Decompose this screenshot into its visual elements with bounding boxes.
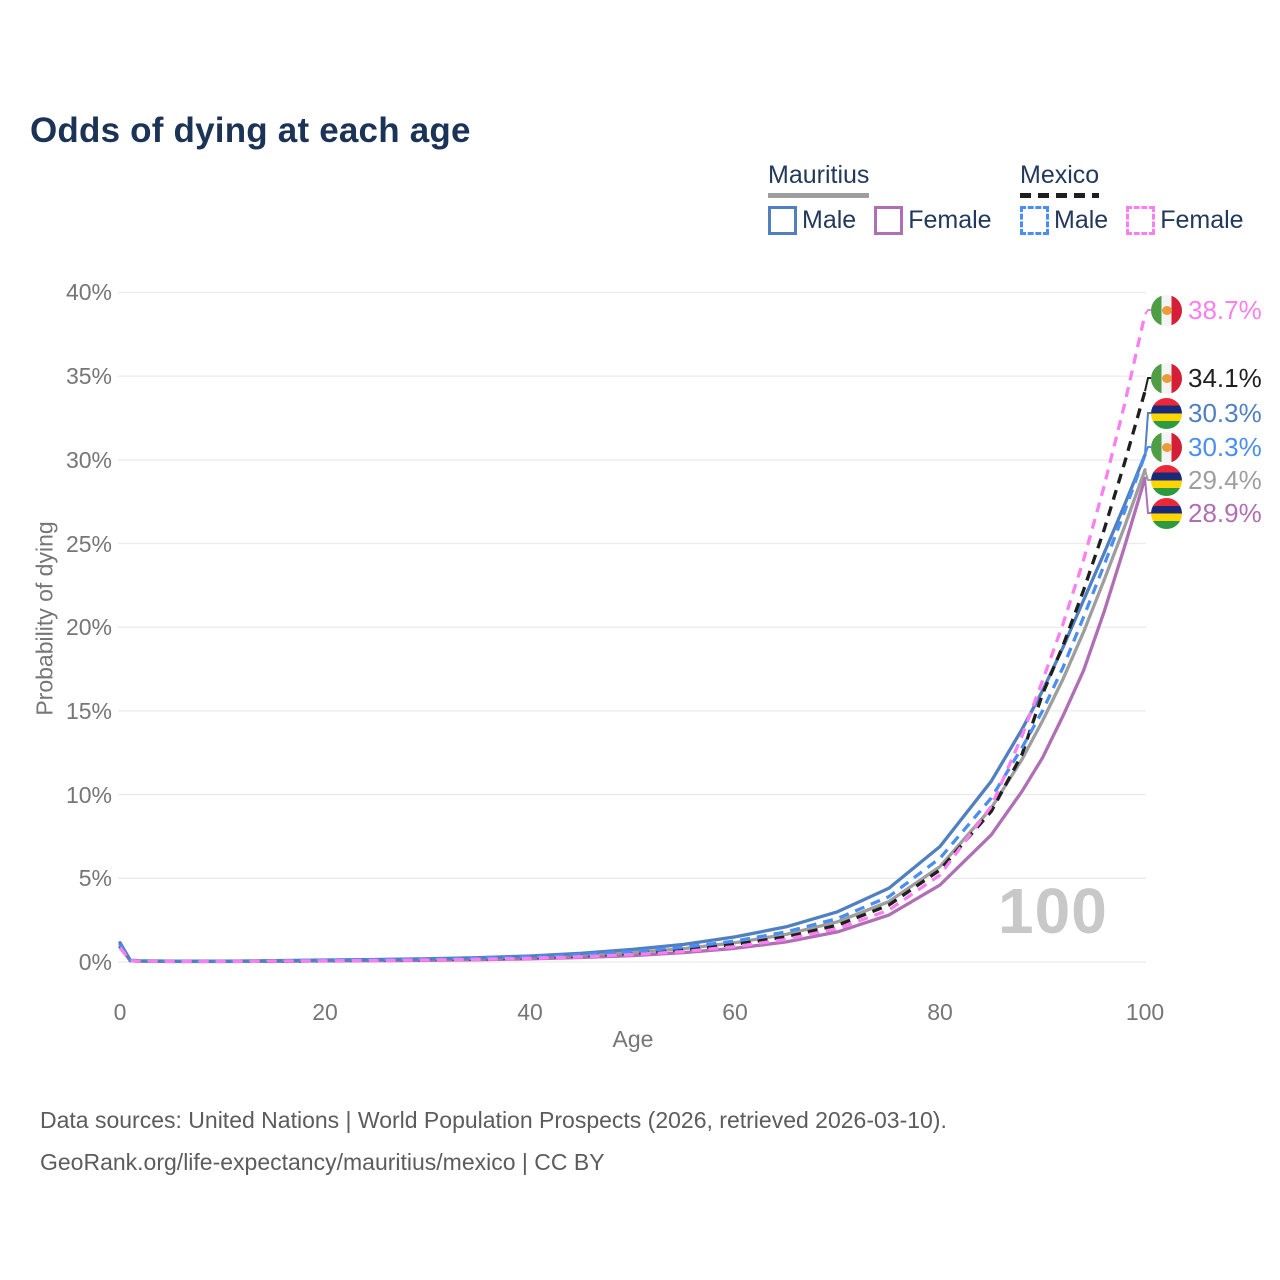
series-line-mauritius-male <box>118 453 1147 963</box>
y-tick-40: 40% <box>65 279 112 305</box>
legend-group-mauritius: Mauritius Male Female <box>768 161 992 235</box>
x-tick-40: 40 <box>517 999 543 1025</box>
mexico-male-swatch <box>1020 206 1049 235</box>
x-axis-title: Age <box>612 1026 654 1052</box>
end-label-mexico-male: 30.3% <box>1151 431 1262 463</box>
y-tick-5: 5% <box>78 865 112 891</box>
end-value: 30.3% <box>1188 397 1262 428</box>
series-line-mexico-all <box>118 390 1147 963</box>
end-label-mauritius-female: 28.9% <box>1151 497 1262 529</box>
end-value: 38.7% <box>1188 294 1262 325</box>
x-tick-0: 0 <box>113 999 127 1025</box>
legend-title-mauritius: Mauritius <box>768 161 870 189</box>
end-value: 30.3% <box>1188 431 1262 462</box>
legend-header-mauritius: Mauritius <box>768 161 870 198</box>
legend-items-mauritius: Male Female <box>768 206 992 235</box>
legend-title-mexico: Mexico <box>1020 161 1100 189</box>
mauritius-female-swatch <box>874 206 904 235</box>
mexico-line-swatch <box>1020 193 1100 198</box>
series-line-mexico-male <box>118 454 1147 963</box>
series-line-mexico-female <box>118 313 1147 964</box>
end-value: 28.9% <box>1188 497 1262 528</box>
end-label-connector-mexico-female <box>1144 309 1151 315</box>
legend-header-mexico: Mexico <box>1020 161 1100 198</box>
mauritius-flag-icon <box>1151 497 1182 529</box>
legend-item-mexico-male: Male <box>1020 206 1108 235</box>
page-title: Odds of dying at each age <box>30 111 471 151</box>
y-tick-25: 25% <box>65 531 112 557</box>
legend-group-mexico: Mexico Male Female <box>1020 161 1244 235</box>
x-tick-60: 60 <box>722 999 748 1025</box>
end-label-connector-mauritius-male <box>1144 412 1151 455</box>
end-label-mauritius-all: 29.4% <box>1151 464 1262 496</box>
data-sources-text: Data sources: United Nations | World Pop… <box>40 1107 947 1133</box>
end-value: 34.1% <box>1188 362 1262 393</box>
end-label-connector-mexico-male <box>1144 446 1151 456</box>
x-tick-80: 80 <box>927 999 953 1025</box>
y-tick-0: 0% <box>78 949 112 975</box>
x-tick-100: 100 <box>1125 999 1165 1025</box>
mauritius-flag-icon <box>1151 397 1182 429</box>
mexico-flag-icon <box>1151 294 1182 326</box>
y-tick-35: 35% <box>65 363 112 389</box>
legend-label-mauritius-male: Male <box>802 206 857 234</box>
end-value: 29.4% <box>1188 464 1262 495</box>
attribution-text: GeoRank.org/life-expectancy/mauritius/me… <box>40 1149 605 1175</box>
y-tick-10: 10% <box>65 782 112 808</box>
end-label-connector-mauritius-all <box>1144 469 1151 481</box>
y-tick-20: 20% <box>65 614 112 640</box>
y-tick-15: 15% <box>65 698 112 724</box>
end-label-connector-mauritius-female <box>1144 478 1151 514</box>
legend-item-mexico-female: Female <box>1126 206 1244 235</box>
legend-label-mexico-male: Male <box>1054 206 1109 234</box>
mexico-flag-icon <box>1151 431 1182 463</box>
legend-label-mauritius-female: Female <box>908 206 992 234</box>
mexico-female-swatch <box>1126 206 1156 235</box>
y-axis-title: Probability of dying <box>31 521 58 716</box>
mauritius-line-swatch <box>768 193 870 198</box>
age-watermark: 100 <box>998 875 1108 947</box>
end-label-connector-mexico-all <box>1144 377 1151 392</box>
legend-items-mexico: Male Female <box>1020 206 1244 235</box>
legend-label-mexico-female: Female <box>1160 206 1244 234</box>
mauritius-flag-icon <box>1151 464 1182 496</box>
end-label-mauritius-male: 30.3% <box>1151 397 1262 429</box>
series-line-mauritius-female <box>118 476 1147 964</box>
legend-item-mauritius-female: Female <box>874 206 992 235</box>
end-label-mexico-all: 34.1% <box>1151 362 1262 394</box>
legend-item-mauritius-male: Male <box>768 206 856 235</box>
mauritius-male-swatch <box>768 206 797 235</box>
mexico-flag-icon <box>1151 362 1182 394</box>
x-tick-20: 20 <box>312 999 338 1025</box>
end-label-mexico-female: 38.7% <box>1151 294 1262 326</box>
y-tick-30: 30% <box>65 447 112 473</box>
